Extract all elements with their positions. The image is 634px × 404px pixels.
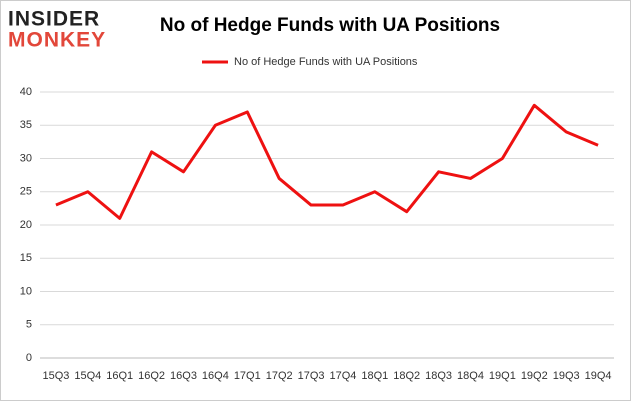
x-tick-label: 15Q4 [74,370,101,382]
y-tick-label: 35 [20,119,32,131]
y-tick-label: 10 [20,285,32,297]
x-tick-label: 19Q3 [553,370,580,382]
x-tick-label: 18Q3 [425,370,452,382]
legend-label: No of Hedge Funds with UA Positions [234,56,418,68]
x-tick-label: 16Q3 [170,370,197,382]
x-tick-label: 17Q2 [266,370,293,382]
x-tick-label: 16Q2 [138,370,165,382]
x-tick-label: 16Q1 [106,370,133,382]
x-tick-label: 19Q1 [489,370,516,382]
x-tick-label: 19Q2 [521,370,548,382]
y-tick-label: 30 [20,152,32,164]
y-tick-label: 15 [20,252,32,264]
y-tick-label: 0 [26,352,32,364]
logo-top: INSIDER [8,8,100,31]
logo-bottom: MONKEY [8,29,106,52]
x-tick-label: 18Q1 [361,370,388,382]
x-tick-label: 17Q1 [234,370,261,382]
x-tick-label: 17Q3 [298,370,325,382]
x-tick-label: 19Q4 [585,370,612,382]
y-tick-label: 40 [20,86,32,98]
line [55,103,599,220]
chart-title: No of Hedge Funds with UA Positions [160,15,500,36]
x-tick-label: 18Q4 [457,370,484,382]
x-tick-label: 16Q4 [202,370,229,382]
y-tick-label: 5 [26,319,32,331]
x-tick-label: 18Q2 [393,370,420,382]
x-tick-label: 15Q3 [42,370,69,382]
x-tick-label: 17Q4 [329,370,356,382]
y-tick-label: 25 [20,186,32,198]
y-tick-label: 20 [20,219,32,231]
